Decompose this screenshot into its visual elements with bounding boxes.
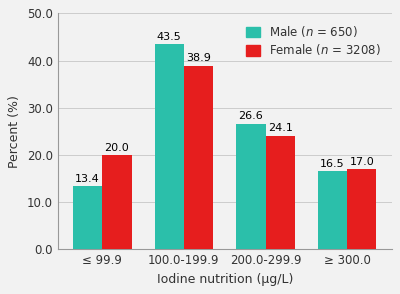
X-axis label: Iodine nutrition (μg/L): Iodine nutrition (μg/L) <box>156 273 293 286</box>
Legend: Male ($n$ = 650), Female ($n$ = 3208): Male ($n$ = 650), Female ($n$ = 3208) <box>241 19 386 62</box>
Text: 13.4: 13.4 <box>75 174 100 184</box>
Bar <box>318 171 347 249</box>
Bar <box>347 169 376 249</box>
Bar <box>154 44 184 249</box>
Text: 26.6: 26.6 <box>238 111 263 121</box>
Text: 17.0: 17.0 <box>350 157 374 167</box>
Text: 43.5: 43.5 <box>157 32 182 42</box>
Text: 38.9: 38.9 <box>186 53 211 63</box>
Bar <box>73 186 102 249</box>
Y-axis label: Percent (%): Percent (%) <box>8 95 21 168</box>
Bar <box>184 66 213 249</box>
Bar <box>236 124 266 249</box>
Text: 20.0: 20.0 <box>105 143 129 153</box>
Text: 24.1: 24.1 <box>268 123 293 133</box>
Bar <box>266 136 295 249</box>
Text: 16.5: 16.5 <box>320 159 345 169</box>
Bar <box>102 155 132 249</box>
